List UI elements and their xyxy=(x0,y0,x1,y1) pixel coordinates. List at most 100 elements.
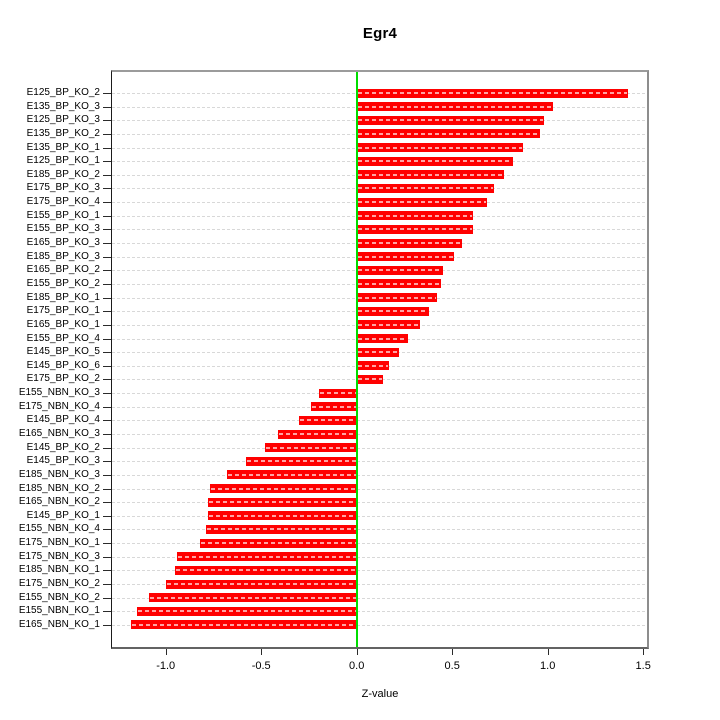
bar-inner-dash xyxy=(176,569,356,572)
bar-E145_BP_KO_4 xyxy=(299,415,357,425)
bar-E175_BP_KO_4 xyxy=(356,197,487,207)
y-axis-label: E185_BP_KO_3 xyxy=(26,250,100,262)
bar-E175_BP_KO_2 xyxy=(356,374,384,384)
row-gridline xyxy=(112,461,647,463)
bar-inner-dash xyxy=(201,542,356,545)
y-axis-tick xyxy=(103,133,111,135)
y-axis-tick xyxy=(103,488,111,490)
y-axis-tick xyxy=(103,611,111,613)
x-axis-tick xyxy=(165,649,167,655)
y-axis-tick xyxy=(103,584,111,586)
bar-inner-dash xyxy=(357,105,553,108)
bar-E165_NBN_KO_1 xyxy=(131,620,357,630)
bar-E125_BP_KO_1 xyxy=(356,156,514,166)
row-gridline xyxy=(112,556,647,558)
y-axis-tick xyxy=(103,543,111,545)
y-axis-label: E125_BP_KO_3 xyxy=(26,114,100,126)
bar-E135_BP_KO_2 xyxy=(356,129,541,139)
y-axis-label: E155_BP_KO_2 xyxy=(26,277,100,289)
y-axis-tick xyxy=(103,311,111,313)
bar-inner-dash xyxy=(210,487,356,490)
row-gridline xyxy=(112,393,647,395)
y-axis-label: E165_BP_KO_2 xyxy=(26,264,100,276)
x-axis-tick-label: -0.5 xyxy=(251,660,271,672)
y-axis-label: E175_BP_KO_1 xyxy=(26,305,100,317)
bar-E155_BP_KO_1 xyxy=(356,211,474,221)
bar-inner-dash xyxy=(357,92,627,94)
bar-inner-dash xyxy=(357,146,522,149)
plot-area xyxy=(111,70,649,649)
bar-inner-dash xyxy=(357,119,543,122)
bar-E155_NBN_KO_1 xyxy=(137,606,357,616)
bar-E135_BP_KO_3 xyxy=(356,102,554,112)
y-axis-tick xyxy=(103,174,111,176)
y-axis-label: E125_BP_KO_2 xyxy=(26,87,100,98)
y-axis-tick xyxy=(103,147,111,149)
row-gridline xyxy=(112,502,647,504)
bar-inner-dash xyxy=(132,623,356,626)
row-gridline xyxy=(112,447,647,449)
bar-E175_NBN_KO_2 xyxy=(165,579,357,589)
bar-E125_BP_KO_2 xyxy=(356,88,628,98)
y-axis-tick xyxy=(103,202,111,204)
y-axis-tick xyxy=(103,338,111,340)
x-axis-title: Z-value xyxy=(361,688,399,700)
y-axis-label: E185_BP_KO_2 xyxy=(26,168,100,180)
y-axis-label: E175_NBN_KO_4 xyxy=(18,400,100,412)
bar-E175_BP_KO_1 xyxy=(356,306,430,316)
y-axis-tick xyxy=(103,243,111,245)
row-gridline xyxy=(112,529,647,531)
bar-inner-dash xyxy=(357,228,473,231)
bar-inner-dash xyxy=(246,460,356,463)
bar-E165_BP_KO_1 xyxy=(356,320,420,330)
bar-inner-dash xyxy=(357,160,513,163)
x-axis-tick xyxy=(356,649,358,655)
bar-inner-dash xyxy=(266,446,356,449)
bar-inner-dash xyxy=(357,187,494,190)
bar-inner-dash xyxy=(279,433,356,435)
bar-inner-dash xyxy=(357,351,398,354)
row-gridline xyxy=(112,406,647,408)
row-gridline xyxy=(112,611,647,613)
x-axis-tick-label: 1.5 xyxy=(635,660,651,672)
bar-E165_NBN_KO_3 xyxy=(278,429,357,439)
bar-E185_BP_KO_2 xyxy=(356,170,504,180)
bar-E185_NBN_KO_3 xyxy=(226,470,357,480)
row-gridline xyxy=(112,434,647,435)
bar-E145_BP_KO_2 xyxy=(265,443,357,453)
y-axis-label: E155_BP_KO_4 xyxy=(26,332,100,344)
y-axis-label: E165_NBN_KO_3 xyxy=(18,428,100,439)
bar-E185_BP_KO_1 xyxy=(356,293,437,303)
bar-inner-dash xyxy=(300,419,356,422)
y-axis-label: E135_BP_KO_1 xyxy=(26,141,100,153)
bar-E155_NBN_KO_3 xyxy=(318,388,357,398)
y-axis-tick xyxy=(103,529,111,531)
y-axis-label: E145_BP_KO_6 xyxy=(26,359,100,371)
y-axis-label: E145_BP_KO_2 xyxy=(26,441,100,453)
y-axis-tick xyxy=(103,406,111,408)
bar-inner-dash xyxy=(357,364,389,367)
bar-E145_BP_KO_3 xyxy=(245,456,357,466)
y-axis-tick xyxy=(103,106,111,108)
y-axis-tick xyxy=(103,556,111,558)
bar-E145_BP_KO_1 xyxy=(207,511,357,521)
y-axis-label: E145_BP_KO_1 xyxy=(26,509,100,521)
y-axis-label: E155_NBN_KO_2 xyxy=(18,591,100,603)
y-axis-label: E165_NBN_KO_1 xyxy=(18,618,100,630)
row-gridline xyxy=(112,420,647,422)
bar-E185_NBN_KO_2 xyxy=(209,484,357,494)
bar-inner-dash xyxy=(166,583,356,586)
bar-inner-dash xyxy=(357,201,486,204)
y-axis-label: E165_BP_KO_1 xyxy=(26,318,100,330)
y-axis-tick xyxy=(103,352,111,354)
bar-E175_NBN_KO_4 xyxy=(310,402,357,412)
y-axis-tick xyxy=(103,365,111,367)
y-axis-label: E155_NBN_KO_4 xyxy=(18,523,100,535)
bar-E185_NBN_KO_1 xyxy=(175,565,357,575)
bar-inner-dash xyxy=(357,242,461,245)
row-gridline xyxy=(112,543,647,545)
y-axis-tick xyxy=(103,420,111,422)
y-axis-label: E145_BP_KO_3 xyxy=(26,455,100,467)
x-axis-tick-label: 1.0 xyxy=(540,660,556,672)
bar-E175_BP_KO_3 xyxy=(356,183,495,193)
